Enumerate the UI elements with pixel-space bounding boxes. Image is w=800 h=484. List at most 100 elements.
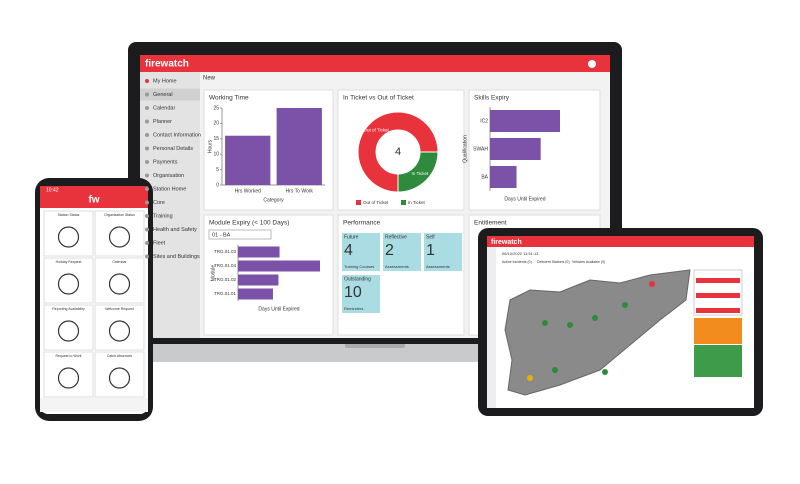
- x-axis-label: Category: [263, 197, 284, 203]
- panel-row: [696, 308, 740, 313]
- y-tick-label: IC2: [480, 118, 488, 124]
- y-tick-label: 20: [213, 121, 219, 127]
- perf-value: 4: [344, 242, 353, 259]
- bar: [238, 274, 279, 286]
- sidebar-item[interactable]: Core: [153, 200, 165, 206]
- bar: [490, 110, 560, 132]
- tablet-tab[interactable]: Vehicles Available (0): [572, 260, 605, 264]
- sidebar-icon: [145, 241, 149, 245]
- avatar[interactable]: [588, 60, 596, 68]
- sidebar-icon: [145, 173, 149, 178]
- slice-label: Out of Ticket: [363, 127, 389, 132]
- phone-tile[interactable]: [43, 257, 94, 304]
- phone-tile-icon: [57, 273, 80, 295]
- sidebar-item[interactable]: General: [153, 92, 173, 98]
- phone-tile-icon: [108, 367, 131, 389]
- sidebar-icon: [145, 79, 149, 83]
- tablet-tab[interactable]: Active Incidents (0): [502, 260, 532, 264]
- widget-title: Performance: [343, 220, 381, 227]
- marker[interactable]: [592, 315, 598, 321]
- phone-tile[interactable]: [94, 210, 145, 257]
- perf-tile[interactable]: [424, 233, 462, 271]
- sidebar-item[interactable]: Fleet: [153, 240, 166, 246]
- y-tick-label: 0: [216, 182, 219, 188]
- laptop-header: [140, 55, 610, 72]
- marker[interactable]: [602, 369, 608, 375]
- marker[interactable]: [527, 375, 533, 381]
- marker[interactable]: [542, 320, 548, 326]
- sidebar-item[interactable]: Sites and Buildings: [153, 254, 200, 260]
- tablet-tab[interactable]: Deficient Stations (0): [537, 260, 570, 264]
- tablet-sidebar: [487, 247, 496, 408]
- y-axis-label: Module: [210, 265, 216, 282]
- bar: [490, 138, 541, 160]
- tablet-date: 06/10/2022 11:51:13: [502, 251, 539, 256]
- widget-title: In Ticket vs Out of Ticket: [343, 95, 414, 102]
- sidebar-item[interactable]: Calendar: [153, 105, 175, 111]
- phone-tile[interactable]: [94, 257, 145, 304]
- phone-tile-label: Holiday Request: [56, 260, 82, 264]
- sidebar-icon: [145, 146, 149, 151]
- sidebar-item[interactable]: Planner: [153, 119, 172, 125]
- legend-label: In Ticket: [408, 200, 426, 205]
- sidebar-icon: [145, 92, 149, 97]
- slice-label: In Ticket: [412, 171, 430, 176]
- filter-select[interactable]: [208, 229, 272, 240]
- phone-tile[interactable]: [43, 210, 94, 257]
- sidebar-item[interactable]: Payments: [153, 159, 178, 165]
- marker[interactable]: [622, 302, 628, 308]
- perf-tile[interactable]: [342, 275, 380, 313]
- marker[interactable]: [552, 367, 558, 373]
- y-tick-label: 25: [213, 105, 219, 111]
- sidebar-item[interactable]: Health and Safety: [153, 227, 197, 233]
- sidebar-item[interactable]: Organisation: [153, 173, 184, 179]
- y-tick-label: 10: [213, 152, 219, 158]
- phone-logo: fw: [88, 195, 99, 206]
- legend-swatch: [401, 200, 406, 205]
- donut-slice[interactable]: [397, 151, 439, 193]
- map-markers: [527, 281, 655, 381]
- phone-tile[interactable]: [43, 351, 94, 398]
- tablet-brand: firewatch: [491, 239, 522, 246]
- toolbar-new[interactable]: New: [203, 76, 216, 82]
- sidebar-icon: [145, 200, 149, 205]
- phone-nav: [40, 398, 148, 412]
- tablet-header: [487, 236, 754, 247]
- phone-tile[interactable]: [94, 351, 145, 398]
- phone-tile-label: Station Status: [58, 213, 80, 217]
- sidebar-item[interactable]: Station Home: [153, 186, 186, 192]
- filter-value: 01 - BA: [212, 232, 231, 238]
- x-axis-label: Days Until Expired: [258, 306, 299, 312]
- bar: [225, 135, 271, 185]
- sidebar-item[interactable]: Training: [153, 213, 173, 219]
- phone-tile-label: Reporting Availability: [52, 307, 85, 311]
- sidebar-item[interactable]: Personal Details: [153, 146, 193, 152]
- y-tick-label: 15: [213, 136, 219, 142]
- map[interactable]: [504, 269, 691, 396]
- phone-tile[interactable]: [94, 304, 145, 351]
- panel-row: [696, 293, 740, 298]
- donut-total: 4: [395, 146, 401, 158]
- phone-tile[interactable]: [43, 304, 94, 351]
- y-tick-label: SWAH: [473, 146, 488, 152]
- donut-slice[interactable]: [357, 111, 439, 193]
- marker[interactable]: [567, 322, 573, 328]
- perf-label: Outstanding: [344, 276, 371, 282]
- widget-title: Skills Expiry: [474, 95, 510, 102]
- legend-label: Out of Ticket: [363, 200, 389, 205]
- marker[interactable]: [649, 281, 655, 287]
- phone-tile-icon: [57, 320, 80, 342]
- phone-header: [40, 186, 148, 208]
- legend-swatch: [356, 200, 361, 205]
- bar: [276, 108, 322, 185]
- sidebar-item[interactable]: Contact Information: [153, 132, 201, 138]
- sidebar-icon: [145, 106, 149, 110]
- sidebar-item[interactable]: My Home: [153, 78, 177, 84]
- perf-tile[interactable]: [342, 233, 380, 271]
- brand: firewatch: [145, 59, 189, 70]
- perf-value: 10: [344, 284, 362, 301]
- phone-tile-icon: [108, 320, 131, 342]
- perf-tile[interactable]: [383, 233, 421, 271]
